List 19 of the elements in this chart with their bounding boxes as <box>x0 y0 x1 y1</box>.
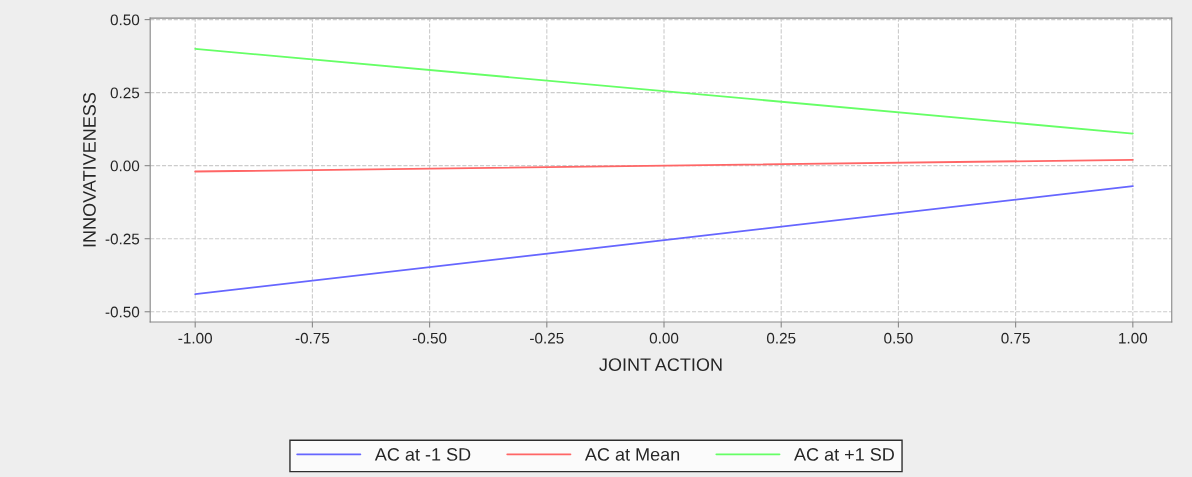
y-tick-label: 0.25 <box>110 87 140 99</box>
legend-label: AC at Mean <box>584 448 680 461</box>
y-tick-label: 0.50 <box>110 14 140 26</box>
x-tick-label: 0.50 <box>884 332 913 344</box>
x-tick-label: -1.00 <box>178 332 213 344</box>
legend-label: AC at +1 SD <box>794 448 894 461</box>
x-tick-label: 0.75 <box>1001 332 1030 344</box>
x-tick-label: -0.25 <box>530 332 564 344</box>
x-tick-label: -0.75 <box>295 332 330 344</box>
legend-label: AC at -1 SD <box>374 448 471 461</box>
x-axis-title: JOINT ACTION <box>599 358 722 372</box>
y-tick-label: -0.25 <box>105 233 140 245</box>
y-axis-title: INNOVATIVENESS <box>83 92 96 247</box>
x-tick-label: 0.00 <box>649 332 679 344</box>
y-tick-label: -0.50 <box>105 306 140 318</box>
x-tick-label: 0.25 <box>766 332 796 344</box>
x-tick-label: -0.50 <box>412 332 447 344</box>
y-tick-label: 0.00 <box>110 160 140 172</box>
x-tick-label: 1.00 <box>1119 332 1148 344</box>
